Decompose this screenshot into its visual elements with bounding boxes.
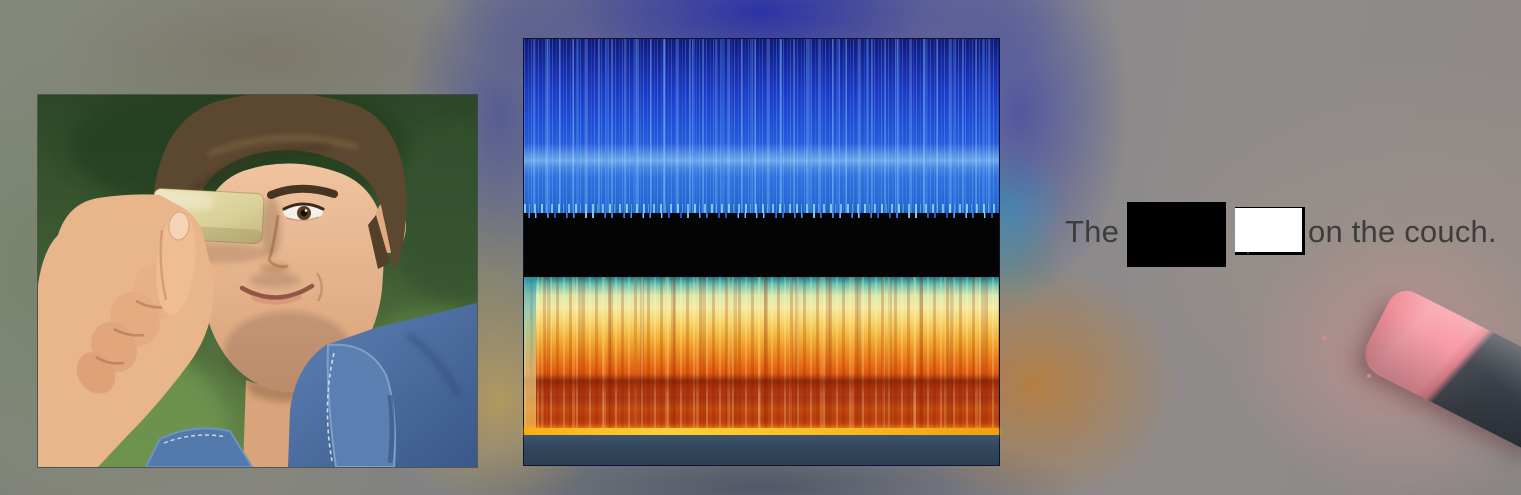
eraser-crumb [1322,336,1327,340]
spectrogram-flame-band [524,276,999,429]
masked-sentence: The on the couch. [1065,197,1497,267]
hand-holding-eraser [38,194,214,467]
speck [1247,252,1249,254]
eye [282,202,325,221]
hair [151,95,407,270]
sentence-suffix: on the couch. [1308,214,1497,249]
collar-right [326,343,396,467]
denim-shirt [144,303,477,467]
smile [239,272,323,305]
spectrogram-bottom-band [524,434,999,465]
sideburn [368,215,390,269]
spectrogram-bright-line [524,427,999,435]
eyebrow [267,184,338,199]
masked-word-white-box [1235,207,1306,255]
sentence-prefix: The [1065,214,1120,249]
photo-man-with-eraser [37,94,478,468]
thumb [156,211,196,315]
spectrogram-erased-band [524,212,999,282]
masked-word-black-box [1127,201,1227,267]
eraser-crumb [1334,344,1337,347]
spectrogram-blue-band [524,39,999,218]
thumbnail [168,211,190,241]
spectrogram-image [523,38,1000,466]
eraser-crumb [1367,374,1371,378]
collar-left [144,427,254,467]
